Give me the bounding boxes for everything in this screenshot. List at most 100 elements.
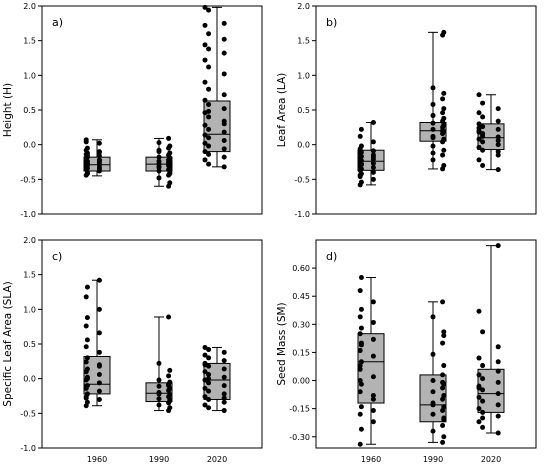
data-point [357, 348, 363, 354]
data-point [221, 391, 227, 397]
data-point [476, 157, 482, 163]
data-point [206, 161, 212, 167]
data-point [357, 363, 363, 369]
panel-label: a) [52, 16, 63, 29]
data-point [156, 165, 162, 171]
data-point [84, 171, 90, 177]
data-point [221, 71, 227, 77]
data-point [206, 372, 212, 378]
y-axis-label: Seed Mass (SM) [276, 302, 288, 385]
y-axis-label: Specific Leaf Area (SLA) [2, 281, 14, 406]
data-point [206, 376, 212, 382]
data-point [441, 329, 447, 335]
data-point [357, 314, 363, 320]
data-point [156, 140, 162, 146]
y-tick-label: 1.0 [297, 71, 310, 80]
data-point [96, 166, 102, 172]
y-tick-label: 1.5 [23, 37, 36, 46]
data-point [156, 391, 162, 397]
data-point [441, 106, 447, 112]
y-tick-label: 0.45 [292, 292, 310, 301]
y-tick-label: -1.0 [20, 444, 36, 453]
data-point [476, 394, 482, 400]
data-point [495, 126, 501, 132]
data-point [202, 149, 208, 155]
data-point [167, 367, 173, 373]
y-tick-label: -0.5 [20, 175, 36, 184]
data-point [156, 360, 162, 366]
data-point [221, 138, 227, 144]
data-point [358, 340, 364, 346]
data-point [370, 353, 376, 359]
data-point [495, 430, 501, 436]
data-point [430, 135, 436, 141]
plot-frame [315, 239, 537, 449]
data-point [358, 179, 364, 185]
data-point [167, 180, 173, 186]
data-point [440, 372, 446, 378]
data-point [441, 363, 447, 369]
data-point [156, 158, 162, 164]
data-point [430, 402, 436, 408]
data-point [96, 380, 102, 386]
data-point [206, 31, 212, 37]
y-tick-label: 1.0 [23, 71, 36, 80]
x-tick-label: 1990 [149, 455, 169, 464]
data-point [441, 162, 447, 168]
data-point [358, 404, 364, 410]
data-point [430, 150, 436, 156]
data-point [476, 144, 482, 150]
y-tick-label: 0.5 [23, 106, 36, 115]
data-point [156, 402, 162, 408]
data-point [440, 340, 446, 346]
data-point [358, 426, 364, 432]
data-point [166, 135, 172, 141]
data-point [221, 408, 227, 414]
data-point [221, 50, 227, 56]
data-point [370, 119, 376, 125]
data-point [441, 29, 447, 35]
y-tick-label: -0.5 [20, 409, 36, 418]
data-point [202, 4, 208, 10]
data-point [370, 139, 376, 145]
data-point [202, 97, 208, 103]
data-point [96, 349, 102, 355]
data-point [206, 143, 212, 149]
data-point [206, 7, 212, 13]
data-point [96, 140, 102, 146]
data-point [480, 398, 486, 404]
data-point [202, 344, 208, 350]
y-tick-label: -1.0 [20, 210, 36, 219]
y-tick-label: 0.5 [297, 106, 310, 115]
data-point [357, 378, 363, 384]
y-tick-label: 0.0 [297, 141, 310, 150]
data-point [221, 106, 227, 112]
data-point [357, 288, 363, 294]
y-tick-label: 0.00 [292, 377, 310, 386]
data-point [206, 86, 212, 92]
data-point [495, 167, 501, 173]
data-point [480, 363, 486, 369]
data-point [370, 154, 376, 160]
data-point [202, 132, 208, 138]
data-point [476, 419, 482, 425]
data-point [84, 145, 90, 151]
data-point [357, 331, 363, 337]
data-point [441, 415, 447, 421]
data-point [96, 330, 102, 336]
data-point [495, 106, 501, 112]
data-point [83, 344, 89, 350]
data-point [206, 64, 212, 70]
data-point [430, 85, 436, 91]
data-point [84, 315, 90, 321]
data-point [370, 148, 376, 154]
data-point [476, 355, 482, 361]
data-point [495, 413, 501, 419]
data-point [440, 423, 446, 429]
data-point [480, 376, 486, 382]
data-point [206, 396, 212, 402]
y-tick-label: 0.5 [23, 340, 36, 349]
data-point [96, 372, 102, 378]
data-point [358, 274, 364, 280]
